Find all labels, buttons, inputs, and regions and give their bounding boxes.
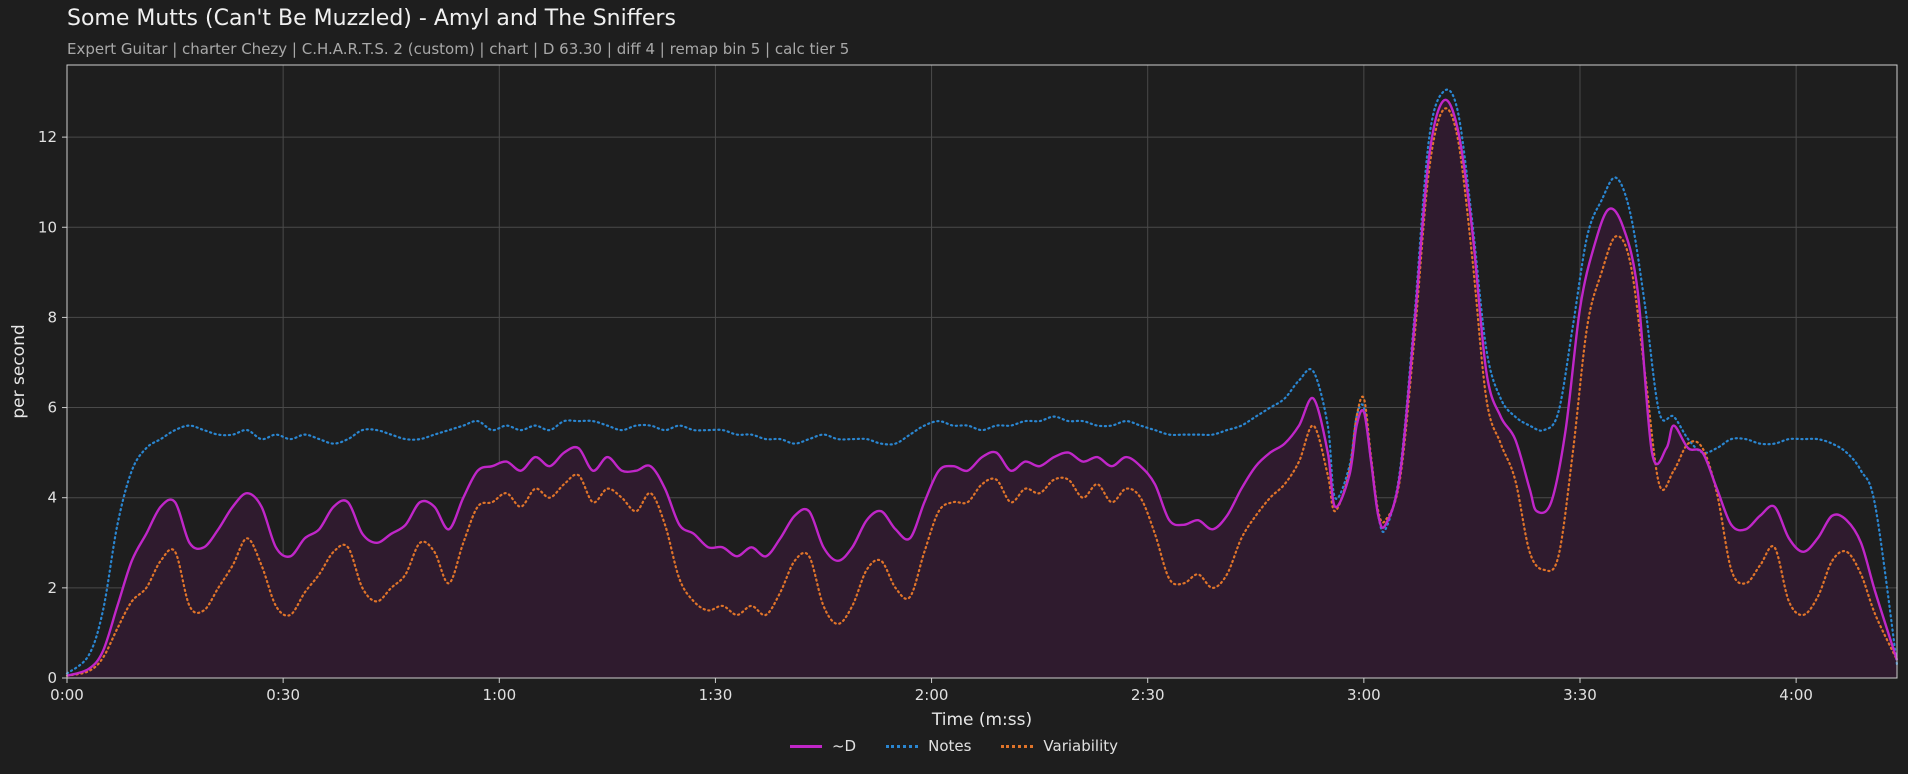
x-tick-label: 4:00 [1779, 686, 1813, 704]
y-tick-label: 12 [38, 128, 57, 146]
y-tick-label: 6 [47, 399, 57, 417]
x-tick-label: 3:30 [1563, 686, 1597, 704]
legend-label-notes: Notes [928, 737, 972, 755]
legend-item-variability: Variability [1001, 737, 1118, 755]
y-tick-label: 10 [38, 218, 57, 236]
chart-title: Some Mutts (Can't Be Muzzled) - Amyl and… [67, 6, 676, 31]
x-tick-label: 0:30 [266, 686, 300, 704]
y-axis-label: per second [9, 324, 29, 418]
series-line-d [66, 98, 1899, 677]
x-tick-label: 0:00 [50, 686, 84, 704]
legend-item-notes: Notes [886, 737, 971, 755]
legend: ~D Notes Variability [0, 737, 1908, 755]
y-axis-ticks: 0 2 4 6 8 10 12 [38, 128, 67, 687]
x-tick-label: 2:30 [1131, 686, 1165, 704]
legend-swatch-notes [886, 744, 919, 748]
chart-subtitle: Expert Guitar | charter Chezy | C.H.A.R.… [67, 40, 850, 58]
y-tick-label: 4 [47, 489, 57, 507]
area-fill-layer [67, 99, 1897, 678]
y-tick-label: 8 [47, 308, 57, 326]
legend-item-d: ~D [789, 737, 857, 755]
x-tick-label: 1:00 [482, 686, 516, 704]
y-tick-label: 2 [47, 579, 57, 597]
x-tick-label: 3:00 [1347, 686, 1381, 704]
area-fill-d [67, 99, 1897, 678]
legend-label-variability: Variability [1043, 737, 1119, 755]
x-axis-label: Time (m:ss) [931, 710, 1032, 730]
legend-label-d: ~D [831, 737, 857, 755]
x-tick-label: 1:30 [699, 686, 733, 704]
y-tick-label: 0 [47, 669, 57, 687]
series-line-notes [65, 88, 1899, 675]
x-axis-ticks: 0:00 0:30 1:00 1:30 2:00 2:30 3:00 3:30 4:00 [50, 678, 1813, 704]
x-tick-label: 2:00 [915, 686, 949, 704]
series-line-variability [65, 107, 1899, 677]
series-lines [65, 88, 1899, 677]
legend-swatch-d [789, 744, 822, 748]
plot-frame [66, 64, 1898, 679]
legend-swatch-variability [1001, 744, 1034, 748]
